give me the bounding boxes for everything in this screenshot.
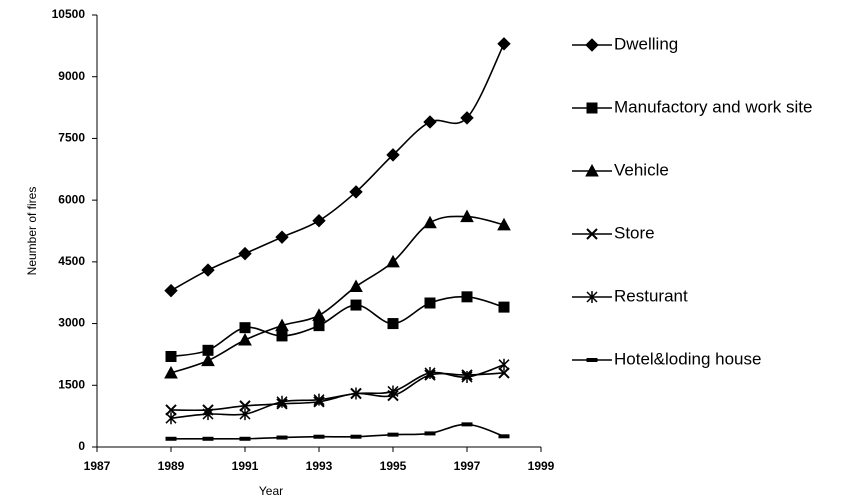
marker xyxy=(202,436,214,441)
marker xyxy=(423,115,437,129)
marker xyxy=(313,434,325,439)
marker xyxy=(461,291,473,303)
legend-label: Dwelling xyxy=(614,34,678,53)
marker xyxy=(202,408,214,421)
marker xyxy=(387,385,399,398)
marker xyxy=(424,366,436,379)
marker xyxy=(201,263,215,277)
marker xyxy=(424,297,436,309)
series-line xyxy=(170,372,505,412)
series-line xyxy=(170,295,505,358)
marker xyxy=(386,148,400,162)
marker xyxy=(276,435,288,440)
marker xyxy=(460,209,474,223)
marker xyxy=(349,279,363,293)
legend-label: Hotel&loding house xyxy=(614,349,761,368)
x-tick-label: 1989 xyxy=(158,459,185,473)
x-axis-label: Year xyxy=(259,484,283,498)
legend-marker xyxy=(586,102,598,114)
legend-marker xyxy=(585,163,599,177)
x-tick-label: 1995 xyxy=(380,459,407,473)
marker xyxy=(387,318,399,330)
marker xyxy=(239,400,251,412)
marker xyxy=(460,111,474,125)
marker xyxy=(275,318,289,332)
series-line xyxy=(170,363,505,419)
marker xyxy=(276,395,288,408)
y-tick-label: 1500 xyxy=(58,377,85,391)
marker xyxy=(424,431,436,436)
x-tick-label: 1991 xyxy=(232,459,259,473)
marker xyxy=(498,301,510,313)
marker xyxy=(423,215,437,229)
marker xyxy=(461,371,473,384)
marker xyxy=(239,436,251,441)
marker xyxy=(164,365,178,379)
marker xyxy=(461,422,473,427)
marker xyxy=(164,283,178,298)
marker xyxy=(312,308,326,321)
marker xyxy=(239,408,251,421)
y-tick-label: 0 xyxy=(78,439,85,453)
marker xyxy=(165,436,177,441)
legend-marker xyxy=(586,291,598,303)
marker xyxy=(387,432,399,437)
legend-label: Store xyxy=(614,223,655,242)
y-tick-label: 3000 xyxy=(58,316,85,330)
marker xyxy=(276,330,288,342)
legend-label: Manufactory and work site xyxy=(614,97,812,116)
y-tick-label: 6000 xyxy=(58,192,85,206)
marker xyxy=(498,358,510,371)
marker xyxy=(350,434,362,439)
marker xyxy=(313,393,325,406)
legend-marker xyxy=(586,358,598,362)
legend-marker xyxy=(585,38,599,52)
legend-label: Vehicle xyxy=(614,160,669,179)
x-tick-label: 1997 xyxy=(454,459,481,473)
y-tick-label: 9000 xyxy=(58,69,85,83)
series-line xyxy=(170,423,505,440)
marker xyxy=(201,353,215,367)
marker xyxy=(350,299,362,311)
y-tick-label: 7500 xyxy=(58,131,85,145)
marker xyxy=(275,230,289,244)
marker xyxy=(165,350,177,362)
marker xyxy=(165,404,177,416)
marker xyxy=(238,246,252,261)
marker xyxy=(349,185,363,199)
x-tick-label: 1993 xyxy=(306,459,333,473)
x-tick-label: 1987 xyxy=(84,459,111,473)
legend-marker xyxy=(586,228,598,240)
y-tick-label: 10500 xyxy=(52,7,86,21)
marker xyxy=(238,332,252,346)
x-tick-label: 1999 xyxy=(528,459,555,473)
marker xyxy=(312,214,326,228)
marker xyxy=(498,434,510,439)
marker xyxy=(350,387,362,400)
marker xyxy=(497,37,511,51)
series-line xyxy=(170,215,505,374)
marker xyxy=(498,367,510,379)
marker xyxy=(386,254,400,268)
marker xyxy=(313,320,325,332)
series-line xyxy=(170,43,505,292)
y-tick-label: 4500 xyxy=(58,254,85,268)
y-axis-label: Neumber of fires xyxy=(25,187,39,276)
marker xyxy=(497,217,511,231)
legend-label: Resturant xyxy=(614,286,688,305)
marker xyxy=(239,322,251,334)
marker xyxy=(165,412,177,425)
